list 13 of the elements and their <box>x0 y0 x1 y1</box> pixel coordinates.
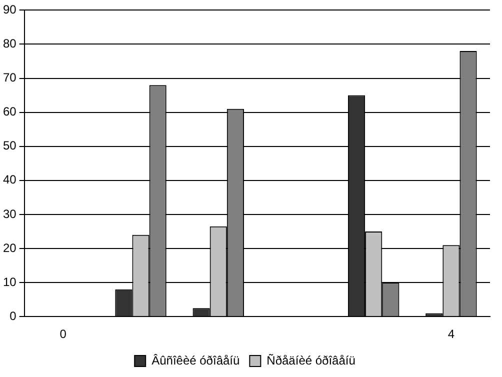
x-tick-label: 4 <box>448 327 455 342</box>
y-tick-label: 0 <box>10 308 17 323</box>
y-tick-label: 90 <box>2 2 17 17</box>
y-tick-label: 60 <box>2 104 17 119</box>
legend-label: Âûñîêèé óðîâåíü <box>152 353 240 368</box>
legend-label: Ñðåäíèé óðîâåíü <box>266 353 356 368</box>
y-tick-label: 40 <box>2 172 17 187</box>
y-tick-label: 20 <box>2 240 17 255</box>
y-tick-label: 50 <box>2 138 17 153</box>
y-tick-label: 80 <box>2 36 17 51</box>
y-tick-label: 70 <box>2 70 17 85</box>
y-tick-label: 10 <box>2 274 17 289</box>
y-tick-label: 30 <box>2 206 17 221</box>
